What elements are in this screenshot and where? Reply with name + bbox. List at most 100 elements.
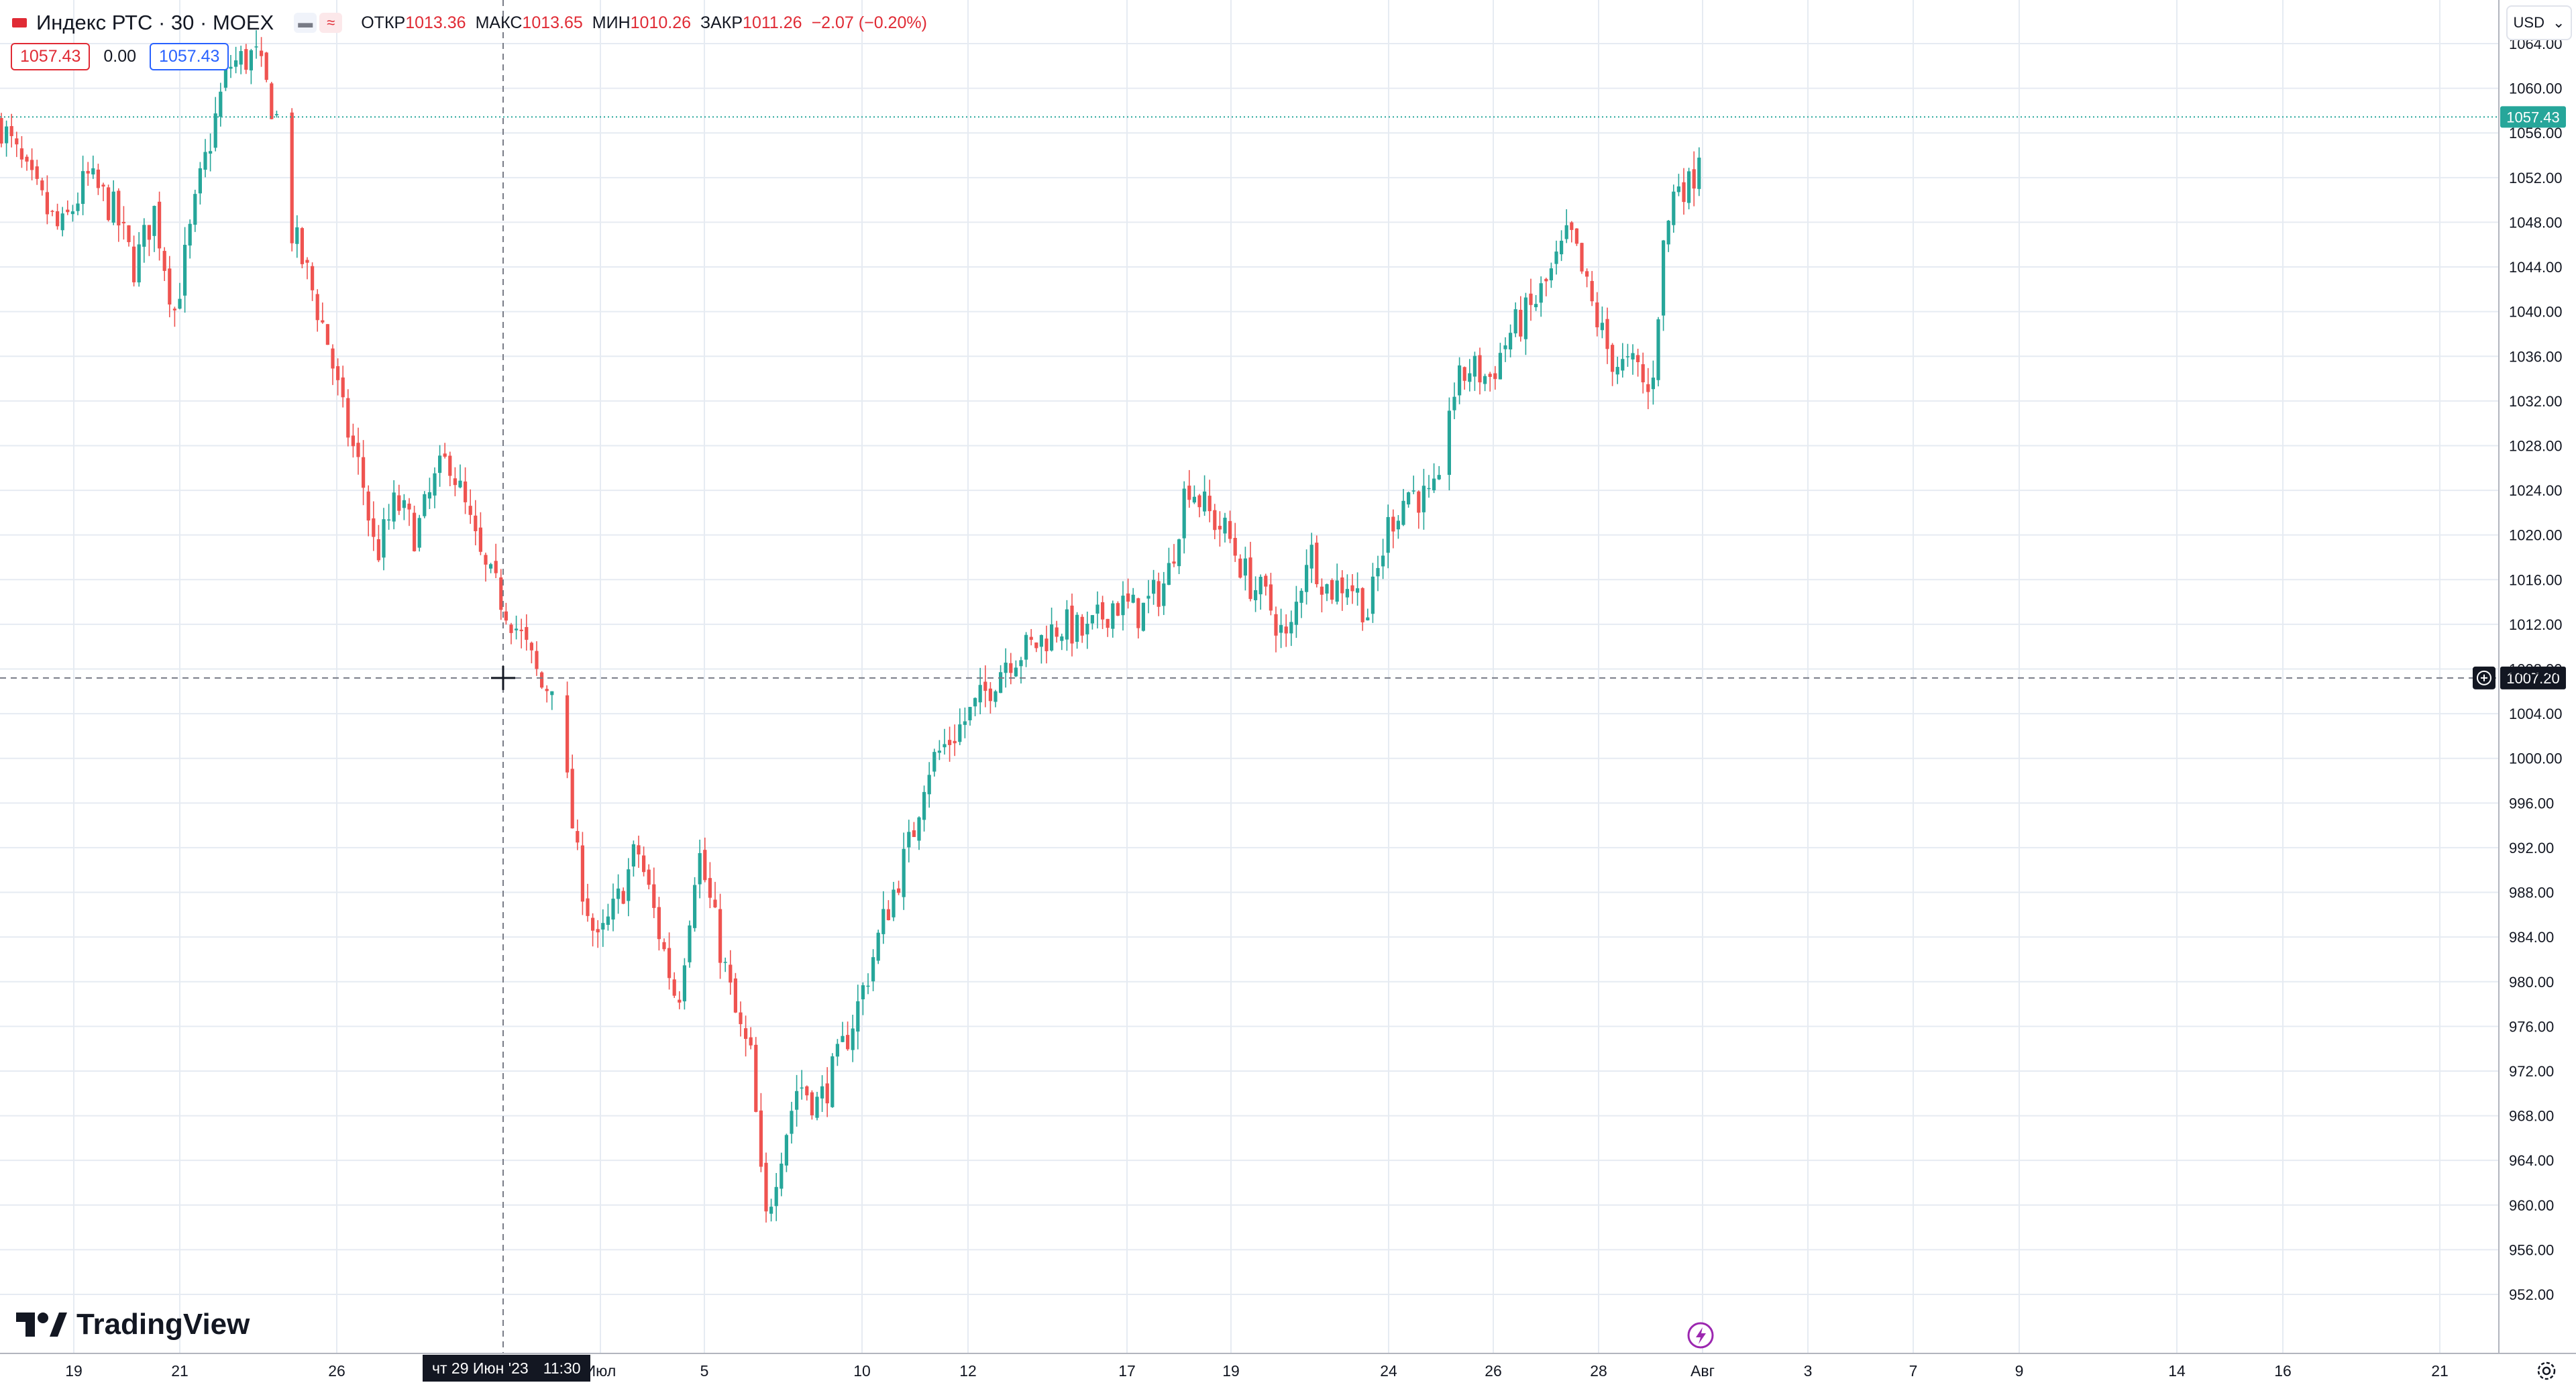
lightning-bolt (1696, 1327, 1706, 1344)
candle-body (376, 539, 380, 561)
candle-body (1213, 510, 1217, 531)
candle-body (1350, 585, 1354, 592)
candle-body (525, 626, 529, 640)
candle-body (219, 91, 223, 117)
candle-body (1447, 410, 1451, 476)
candle-body (529, 643, 533, 651)
price-tick-label: 1000.00 (2509, 750, 2563, 767)
candle-body (968, 707, 972, 721)
approx-icon[interactable]: ≈ (319, 13, 343, 33)
candle-body (1029, 636, 1033, 640)
candle-body (988, 688, 992, 702)
candle-body (70, 211, 74, 215)
candle-body (117, 190, 121, 226)
time-axis[interactable]: 19 21 26 Июл 5 10 12 17 19 24 26 28 Авг 3 7 9 14 16 21 (0, 1353, 2576, 1380)
candle-body (800, 1087, 804, 1089)
candle-body (1320, 586, 1324, 595)
candle-body (621, 891, 625, 904)
candle-body (886, 909, 890, 921)
candle-body (193, 194, 197, 225)
time-tick-label: 14 (2168, 1362, 2186, 1380)
candle-body (142, 225, 146, 247)
time-tick-label: 16 (2274, 1362, 2292, 1380)
candle-body (1080, 616, 1084, 636)
settings-gear-icon[interactable] (2536, 1360, 2557, 1382)
candle-body (851, 1028, 855, 1050)
tradingview-logo[interactable]: TradingView (16, 1308, 250, 1341)
candle-body (234, 60, 238, 67)
symbol-title[interactable]: Индекс РТС · 30 · MOEX (36, 11, 274, 34)
candle-body (86, 170, 90, 174)
candle-body (168, 268, 172, 305)
price-tick-label: 1048.00 (2509, 214, 2563, 231)
candle-body (1697, 158, 1701, 189)
candle-body (346, 398, 350, 438)
candle-body (1509, 333, 1513, 349)
candle-body (1600, 323, 1604, 331)
candle-body (1004, 663, 1008, 673)
time-tick-label: 9 (2015, 1362, 2024, 1380)
candle-body (1172, 561, 1176, 564)
candle-body (1458, 365, 1462, 396)
price-tick-label: 1004.00 (2509, 706, 2563, 722)
change-value: −2.07 (−0.20%) (811, 13, 927, 32)
candle-body (1157, 581, 1161, 607)
candle-body (223, 65, 227, 88)
spread-value: 0.00 (103, 47, 137, 66)
candle-body (152, 206, 156, 236)
price-tick-label: 1032.00 (2509, 393, 2563, 410)
candle-body (1095, 604, 1099, 614)
candle-body (366, 491, 370, 521)
candle-body (978, 685, 982, 703)
candle-body (1462, 367, 1466, 381)
candle-body (790, 1111, 794, 1134)
price-axis[interactable]: 952.00 956.00 960.00 964.00 968.00 972.00 976.… (2498, 0, 2563, 1353)
candle-body (881, 909, 885, 934)
candle-body (1141, 602, 1145, 631)
candle-body (433, 473, 437, 496)
candle-body (1687, 171, 1691, 203)
bid-ask-row: 1057.43 0.00 1057.43 (11, 43, 229, 70)
price-tick-label: 956.00 (2509, 1241, 2554, 1258)
candle-body (1580, 243, 1584, 272)
candle-body (1060, 636, 1064, 641)
event-lightning-icon[interactable] (1687, 1322, 1714, 1349)
candle-body (448, 455, 452, 476)
candle-body (264, 52, 268, 80)
candle-body (713, 899, 717, 907)
candle-body (729, 964, 733, 983)
add-alert-button[interactable] (2473, 666, 2496, 689)
candle-body (876, 932, 880, 961)
candle-body (611, 898, 615, 920)
candle-body (657, 907, 661, 940)
candle-body (739, 1012, 743, 1025)
candle-body (871, 957, 875, 982)
candle-body (1085, 624, 1089, 634)
sell-price-button[interactable]: 1057.43 (11, 43, 91, 70)
minus-icon[interactable]: ▬ (294, 13, 317, 33)
currency-button[interactable]: USD ⌄ (2506, 5, 2572, 40)
candle-body (948, 740, 952, 745)
candle-body (1305, 565, 1309, 592)
candle-body (198, 168, 202, 194)
candle-body (841, 1036, 845, 1042)
candle-body (1264, 575, 1268, 587)
symbol-legend: Индекс РТС · 30 · MOEX ▬ ≈ ОТКР1013.36 М… (12, 8, 927, 38)
price-tick-label: 1052.00 (2509, 170, 2563, 186)
candle-body (407, 503, 411, 510)
candle-body (111, 191, 115, 223)
candle-body (1421, 486, 1426, 512)
candle-body (1039, 634, 1043, 647)
candle-body (999, 672, 1003, 693)
candle-body (1325, 584, 1329, 594)
candle-body (1539, 283, 1543, 303)
candle-body (1692, 169, 1696, 189)
candle-body (754, 1044, 758, 1112)
tradingview-logo-icon (16, 1313, 67, 1337)
ohlc-values: ОТКР1013.36 МАКС1013.65 МИН1010.26 ЗАКР1… (361, 13, 927, 33)
candle-body (1503, 345, 1507, 349)
candle-body (1386, 516, 1390, 553)
buy-price-button[interactable]: 1057.43 (150, 43, 229, 70)
candle-body (780, 1164, 784, 1189)
